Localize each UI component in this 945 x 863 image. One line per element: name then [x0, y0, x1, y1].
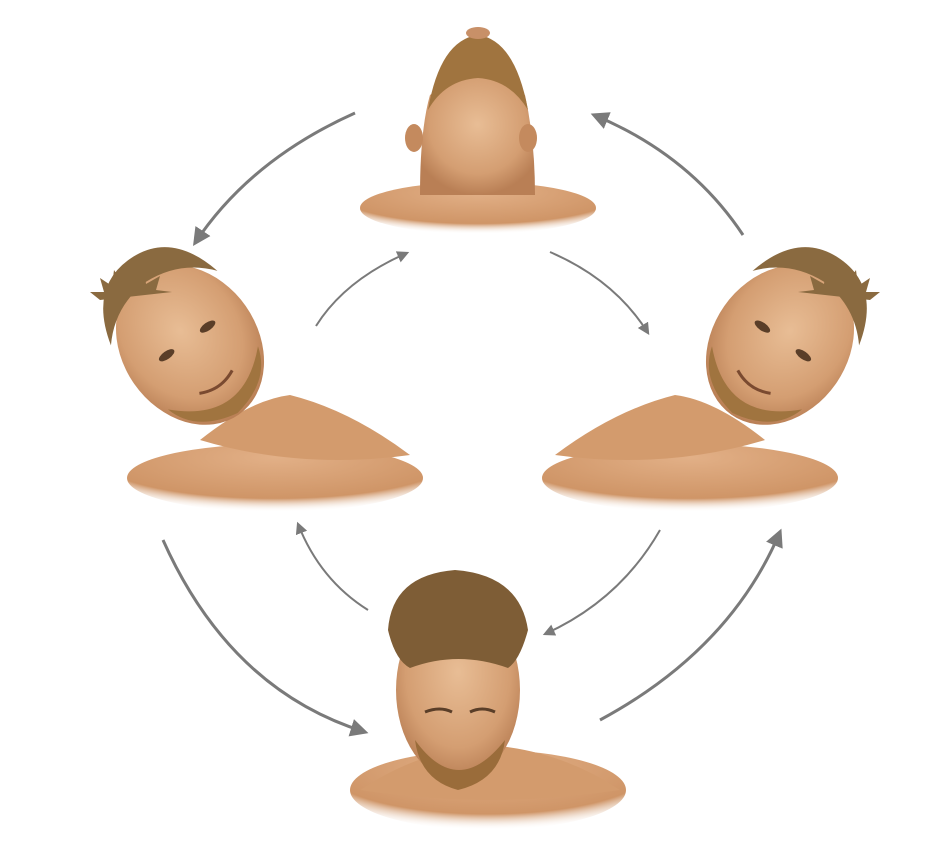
arrow-left-to-bottom	[161, 539, 369, 737]
arrow-left-to-top-inner	[315, 251, 410, 327]
arrow-right-to-top	[590, 112, 745, 236]
outer-cycle-arrows	[161, 111, 783, 737]
arrow-bottom-to-left-inner	[295, 521, 369, 611]
head-down-figure	[350, 570, 626, 830]
head-tilt-left-figure	[90, 247, 423, 512]
arrow-bottom-to-right	[599, 528, 783, 722]
head-up-figure	[360, 27, 596, 234]
arrow-top-to-right-inner	[549, 251, 650, 336]
arrow-right-to-bottom-inner	[542, 529, 661, 636]
arrow-top-to-left	[193, 111, 356, 247]
inner-cycle-arrows	[295, 251, 661, 636]
head-tilt-right-figure	[542, 247, 880, 512]
